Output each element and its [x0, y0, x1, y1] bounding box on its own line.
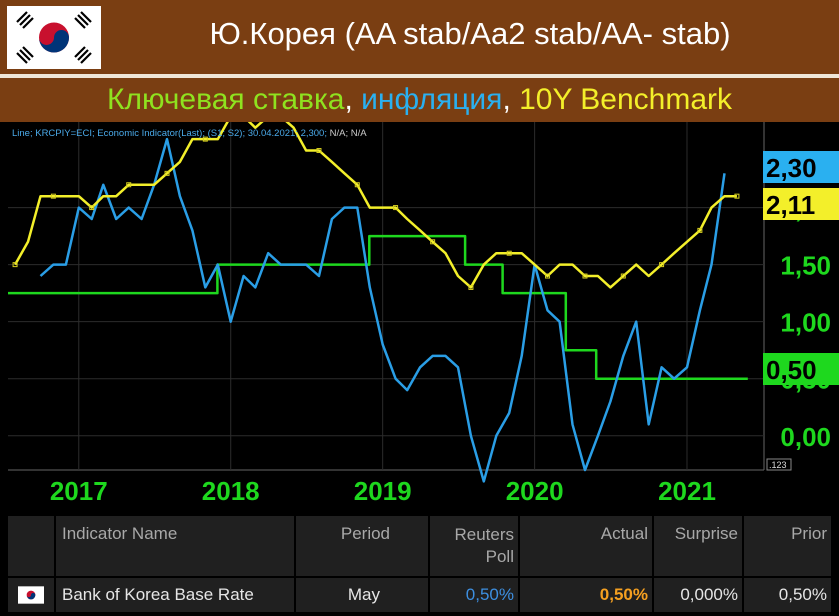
series-line-bond-10y: [14, 115, 737, 289]
subtitle-10y-benchmark: 10Y Benchmark: [519, 83, 733, 116]
x-tick-label: 2020: [506, 476, 564, 506]
legend-text-na: N/A; N/A: [329, 128, 367, 139]
series-point-bond-10y: [506, 250, 512, 256]
value-badge: [763, 353, 839, 385]
series-point-bond-10y: [393, 205, 399, 211]
chart-area: 201720182019202020210,000,501,001,502,00…: [0, 113, 839, 512]
series-point-bond-10y: [468, 284, 474, 290]
series-point-bond-10y: [50, 193, 56, 199]
series-point-bond-10y: [734, 193, 740, 199]
chart-legend-info: Line; KRCPIY=ECI; Economic Indicator(Las…: [12, 128, 367, 139]
indicator-table: Indicator Name Period Reuters Poll Actual…: [0, 512, 839, 616]
header-actual: Actual: [520, 516, 652, 576]
table-header-flag-cell: [8, 516, 54, 576]
x-tick-label: 2017: [50, 476, 108, 506]
subtitle-separator: ,: [502, 83, 520, 116]
scale-badge-text: .123: [769, 460, 787, 470]
table-row-flag-cell: [8, 578, 54, 612]
page-title: Ю.Корея (AA stab/Aa2 stab/AA- stab): [209, 16, 731, 51]
series-point-bond-10y: [430, 239, 436, 245]
scale-badge: [766, 458, 792, 471]
value-badge-text: 0,50: [766, 355, 817, 385]
subtitle-key-rate: Ключевая ставка: [106, 83, 345, 116]
series-point-bond-10y: [620, 273, 626, 279]
series-point-bond-10y: [89, 205, 95, 211]
series-point-bond-10y: [126, 182, 132, 188]
row-period: May: [296, 578, 428, 612]
row-actual: 0,50%: [520, 578, 652, 612]
subtitle-inflation: инфляция: [361, 83, 503, 116]
series-point-bond-10y: [545, 273, 551, 279]
header-band: Ю.Корея (AA stab/Aa2 stab/AA- stab): [0, 0, 839, 74]
chart-subtitle: Ключевая ставка, инфляция, 10Y Benchmark: [0, 78, 839, 122]
y-tick-label: 1,50: [780, 251, 831, 281]
series-point-bond-10y: [316, 148, 322, 154]
x-tick-label: 2018: [202, 476, 260, 506]
plot-background: [8, 122, 764, 470]
series-point-bond-10y: [164, 170, 170, 176]
y-tick-label: 1,00: [780, 308, 831, 338]
header-reuters-poll-line2: Poll: [485, 547, 514, 566]
value-badge: [763, 151, 839, 183]
row-indicator-name: Bank of Korea Base Rate: [56, 578, 294, 612]
south-korea-flag-icon: [7, 6, 101, 69]
series-point-bond-10y: [659, 262, 665, 268]
header-reuters-poll-line1: Reuters: [454, 525, 514, 544]
series-point-bond-10y: [354, 182, 360, 188]
header-reuters-poll: Reuters Poll: [430, 516, 518, 576]
value-badge-text: 2,30: [766, 153, 817, 183]
series-point-bond-10y: [202, 136, 208, 142]
series-point-bond-10y: [582, 273, 588, 279]
header-divider: [0, 74, 839, 78]
y-tick-label: 0,00: [780, 422, 831, 452]
header-period: Period: [296, 516, 428, 576]
series-point-bond-10y: [697, 227, 703, 233]
header-prior: Prior: [744, 516, 831, 576]
south-korea-flag-small-icon: [18, 586, 44, 604]
value-badge-text: 2,11: [766, 190, 815, 220]
row-reuters-poll: 0,50%: [430, 578, 518, 612]
x-tick-label: 2021: [658, 476, 716, 506]
series-point-bond-10y: [12, 262, 18, 268]
x-tick-label: 2019: [354, 476, 412, 506]
subtitle-separator: ,: [344, 83, 362, 116]
value-badge: [763, 188, 839, 220]
legend-text: Line; KRCPIY=ECI; Economic Indicator(Las…: [12, 128, 327, 139]
header-indicator-name: Indicator Name: [56, 516, 294, 576]
line-chart: 201720182019202020210,000,501,001,502,00…: [8, 113, 839, 506]
row-prior: 0,50%: [744, 578, 831, 612]
row-surprise: 0,000%: [654, 578, 742, 612]
header-surprise: Surprise: [654, 516, 742, 576]
